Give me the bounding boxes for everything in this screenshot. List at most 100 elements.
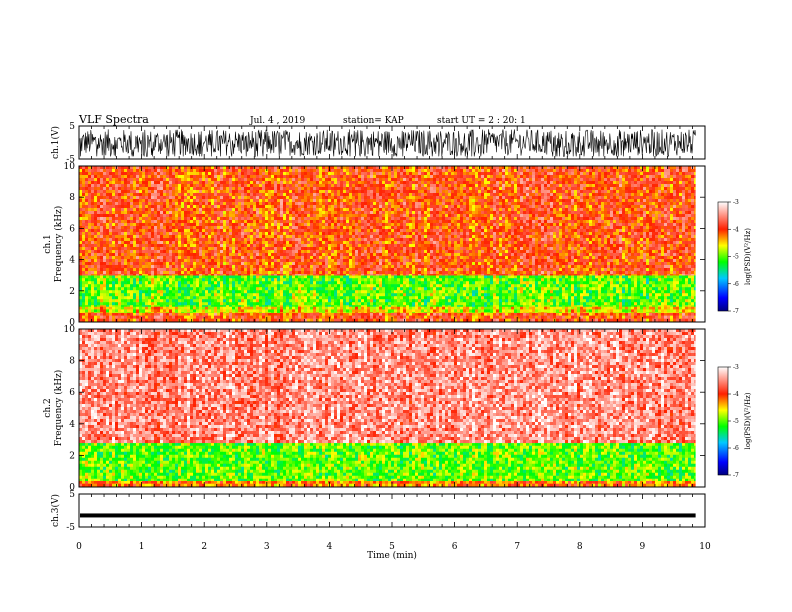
spectrogram-cell [277, 278, 280, 281]
spectrogram-cell [235, 309, 238, 312]
spectrogram-cell [85, 196, 88, 199]
spectrogram-cell [250, 229, 253, 232]
spectrogram-cell [115, 214, 118, 217]
spectrogram-cell [316, 226, 319, 229]
spectrogram-cell [334, 208, 337, 211]
spectrogram-cell [190, 247, 193, 250]
spectrogram-cell [112, 268, 115, 271]
spectrogram-cell [298, 256, 301, 259]
spectrogram-cell [250, 253, 253, 256]
spectrogram-cell [250, 247, 253, 250]
spectrogram-cell [103, 229, 106, 232]
spectrogram-cell [208, 235, 211, 238]
spectrogram-cell [127, 253, 130, 256]
spectrogram-cell [85, 172, 88, 175]
spectrogram-cell [145, 284, 148, 287]
spectrogram-cell [145, 247, 148, 250]
spectrogram-cell [211, 305, 214, 307]
spectrogram-cell [277, 284, 280, 287]
spectrogram-cell [94, 232, 97, 235]
spectrogram-cell [223, 299, 226, 302]
spectrogram-cell [292, 184, 295, 187]
spectrogram-cell [307, 313, 310, 316]
spectrogram-cell [136, 235, 139, 238]
spectrogram-cell [172, 284, 175, 287]
spectrogram-cell [187, 217, 190, 220]
spectrogram-cell [337, 309, 340, 312]
spectrogram-cell [307, 238, 310, 241]
spectrogram-cell [112, 284, 115, 287]
spectrogram-cell [253, 271, 256, 274]
spectrogram-cell [265, 184, 268, 187]
spectrogram-cell [184, 274, 187, 276]
spectrogram-cell [160, 313, 163, 316]
spectrogram-cell [100, 313, 103, 316]
spectrogram-cell [103, 172, 106, 175]
spectrogram-cell [124, 262, 127, 265]
spectrogram-cell [124, 202, 127, 205]
spectrogram-cell [229, 293, 232, 296]
spectrogram-cell [130, 319, 133, 322]
spectrogram-cell [91, 290, 94, 293]
spectrogram-cell [253, 293, 256, 296]
spectrogram-cell [178, 244, 181, 247]
spectrogram-cell [187, 296, 190, 299]
spectrogram-cell [340, 256, 343, 259]
spectrogram-cell [274, 199, 277, 202]
spectrogram-cell [163, 275, 166, 278]
spectrogram-cell [112, 220, 115, 223]
spectrogram-cell [88, 256, 91, 259]
spectrogram-cell [247, 205, 250, 208]
spectrogram-cell [166, 208, 169, 211]
spectrogram-cell [325, 281, 328, 284]
spectrogram-cell [238, 253, 241, 256]
spectrogram-cell [169, 211, 172, 214]
spectrogram-cell [109, 184, 112, 187]
spectrogram-cell [202, 190, 205, 193]
spectrogram-cell [184, 284, 187, 287]
spectrogram-cell [160, 172, 163, 175]
spectrogram-cell [310, 278, 313, 281]
spectrogram-cell [136, 274, 139, 276]
spectrogram-cell [118, 290, 121, 293]
spectrogram-cell [343, 196, 346, 199]
spectrogram-cell [229, 287, 232, 290]
spectrogram-cell [136, 169, 139, 172]
spectrogram-cell [217, 271, 220, 274]
spectrogram-cell [295, 256, 298, 259]
spectrogram-cell [253, 281, 256, 284]
spectrogram-cell [247, 241, 250, 244]
spectrogram-cell [286, 287, 289, 290]
spectrogram-cell [100, 275, 103, 278]
spectrogram-cell [133, 175, 136, 178]
spectrogram-cell [127, 309, 130, 312]
spectrogram-cell [91, 287, 94, 290]
spectrogram-cell [91, 284, 94, 287]
spectrogram-cell [115, 265, 118, 268]
spectrogram-cell [292, 287, 295, 290]
spectrogram-cell [169, 305, 172, 307]
spectrogram-cell [91, 316, 94, 319]
spectrogram-cell [256, 271, 259, 274]
spectrogram-cell [322, 214, 325, 217]
spectrogram-cell [148, 226, 151, 229]
spectrogram-cell [85, 306, 88, 309]
spectrogram-cell [121, 223, 124, 226]
spectrogram-cell [193, 319, 196, 322]
spectrogram-cell [295, 271, 298, 274]
spectrogram-cell [199, 284, 202, 287]
spectrogram-cell [325, 316, 328, 319]
spectrogram-cell [340, 262, 343, 265]
spectrogram-cell [310, 241, 313, 244]
spectrogram-cell [310, 208, 313, 211]
spectrogram-cell [139, 284, 142, 287]
spectrogram-cell [130, 178, 133, 181]
spectrogram-cell [325, 214, 328, 217]
spectrogram-cell [241, 169, 244, 172]
spectrogram-cell [178, 262, 181, 265]
spectrogram-cell [190, 238, 193, 241]
spectrogram-cell [211, 287, 214, 290]
spectrogram-cell [319, 275, 322, 278]
spectrogram-cell [121, 256, 124, 259]
spectrogram-cell [295, 232, 298, 235]
